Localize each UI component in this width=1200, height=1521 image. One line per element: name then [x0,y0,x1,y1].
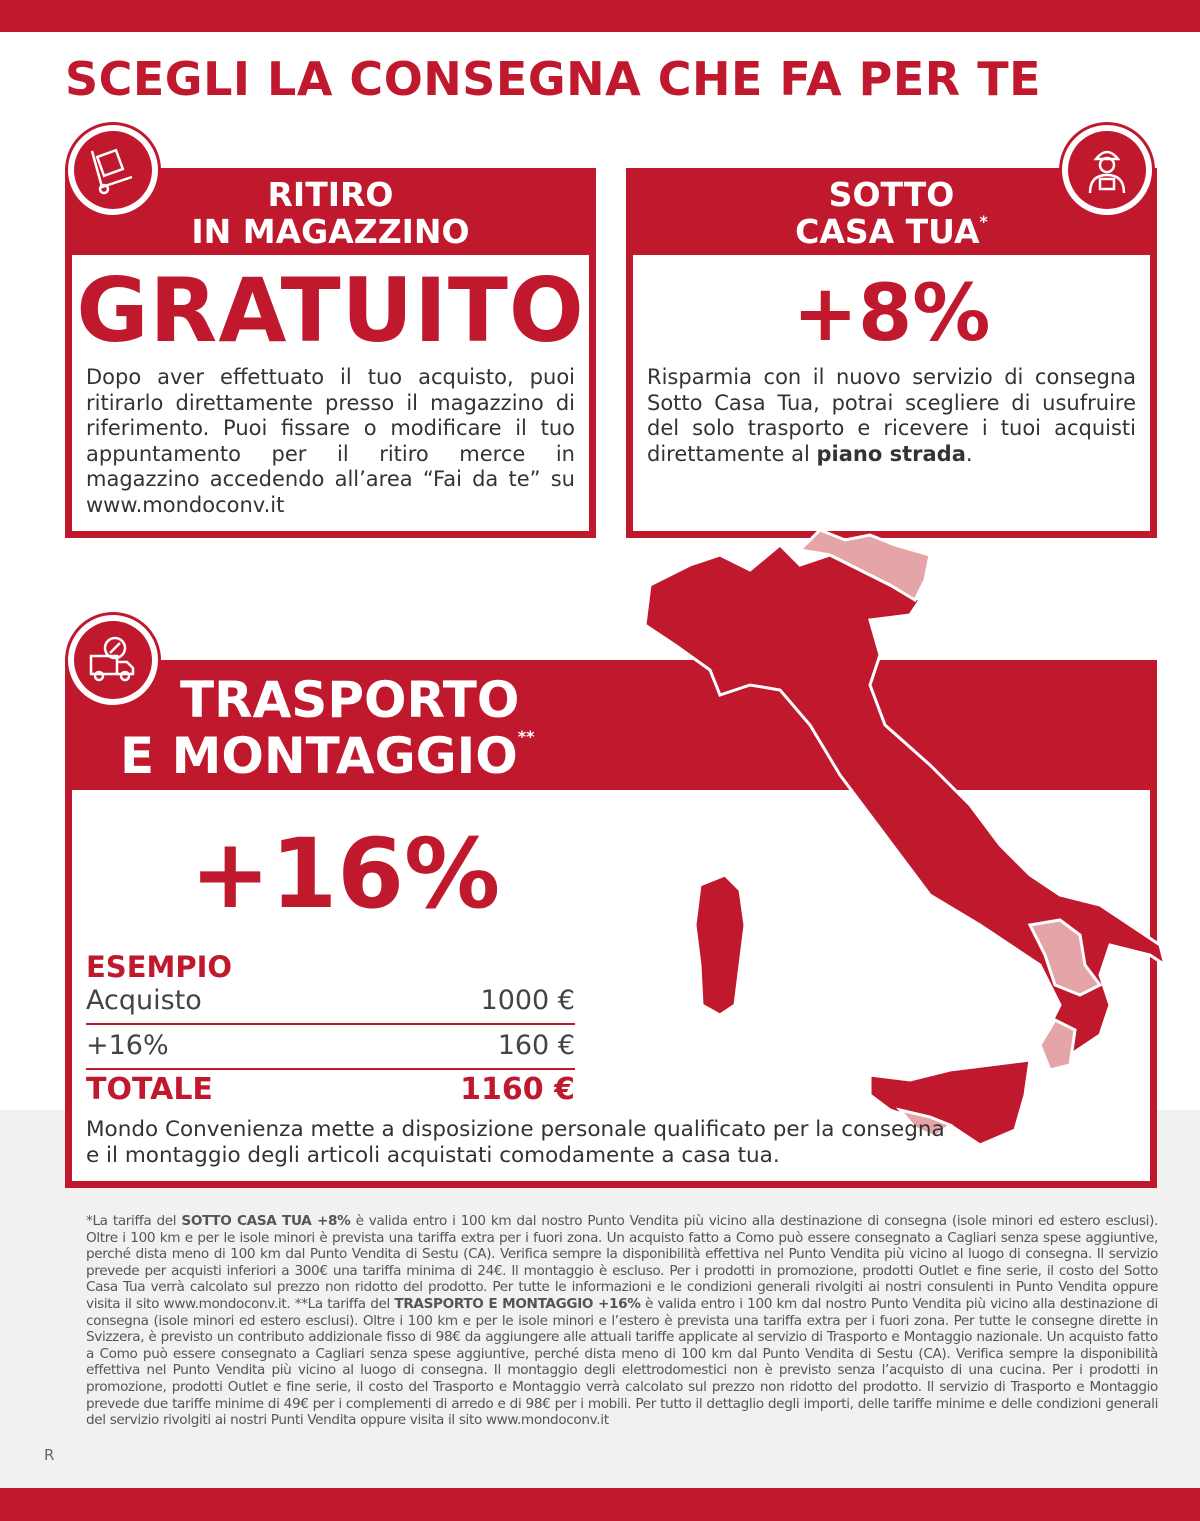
truck-tools-icon [65,612,161,708]
footnote: *La tariffa del SOTTO CASA TUA +8% è val… [86,1213,1158,1429]
page-title: SCEGLI LA CONSEGNA CHE FA PER TE [65,52,1042,106]
page-letter: R [44,1446,55,1464]
italy-sicily-light [895,1107,953,1139]
example-total: TOTALE 1160 € [86,1072,575,1107]
trasporto-description: Mondo Convenienza mette a disposizione p… [86,1117,945,1168]
sotto-casa-description: Risparmia con il nuovo servizio di conse… [647,365,1136,466]
italy-basilicata [1027,918,1103,997]
italy-sardinia [693,873,747,1017]
trasporto-header-line1: TRASPORTO [180,671,520,729]
sotto-casa-marker: * [979,212,988,231]
italy-calabria-light [1038,1018,1077,1072]
example-row: +16% 160 € [86,1030,575,1061]
trasporto-marker: ** [517,727,535,746]
ritiro-price: GRATUITO [76,259,585,362]
delivery-man-icon [1059,122,1155,218]
example-title: ESEMPIO [86,950,233,984]
divider [86,1068,575,1070]
divider [86,1023,575,1025]
italy-map [643,528,1168,1147]
ritiro-header-line2: IN MAGAZZINO [191,212,470,251]
trasporto-header-line2: E MONTAGGIO [120,727,518,785]
sotto-casa-price: +8% [792,269,991,359]
bottom-bar [0,1488,1200,1521]
italy-sicily [868,1058,1032,1147]
italy-alto-adige [796,528,932,603]
ritiro-description: Dopo aver effettuato il tuo acquisto, pu… [86,365,575,517]
top-bar [0,0,1200,32]
trasporto-price: +16% [190,818,501,930]
example-row: Acquisto 1000 € [86,985,575,1016]
sotto-casa-card: SOTTO CASA TUA* +8% Risparmia con il nuo… [626,168,1157,538]
sotto-casa-header-line1: SOTTO [828,175,955,214]
ritiro-header-line1: RITIRO [267,175,394,214]
sotto-casa-header-line2: CASA TUA [795,212,980,251]
hand-truck-icon [65,122,161,218]
ritiro-card: RITIRO IN MAGAZZINO GRATUITO Dopo aver e… [65,168,596,538]
